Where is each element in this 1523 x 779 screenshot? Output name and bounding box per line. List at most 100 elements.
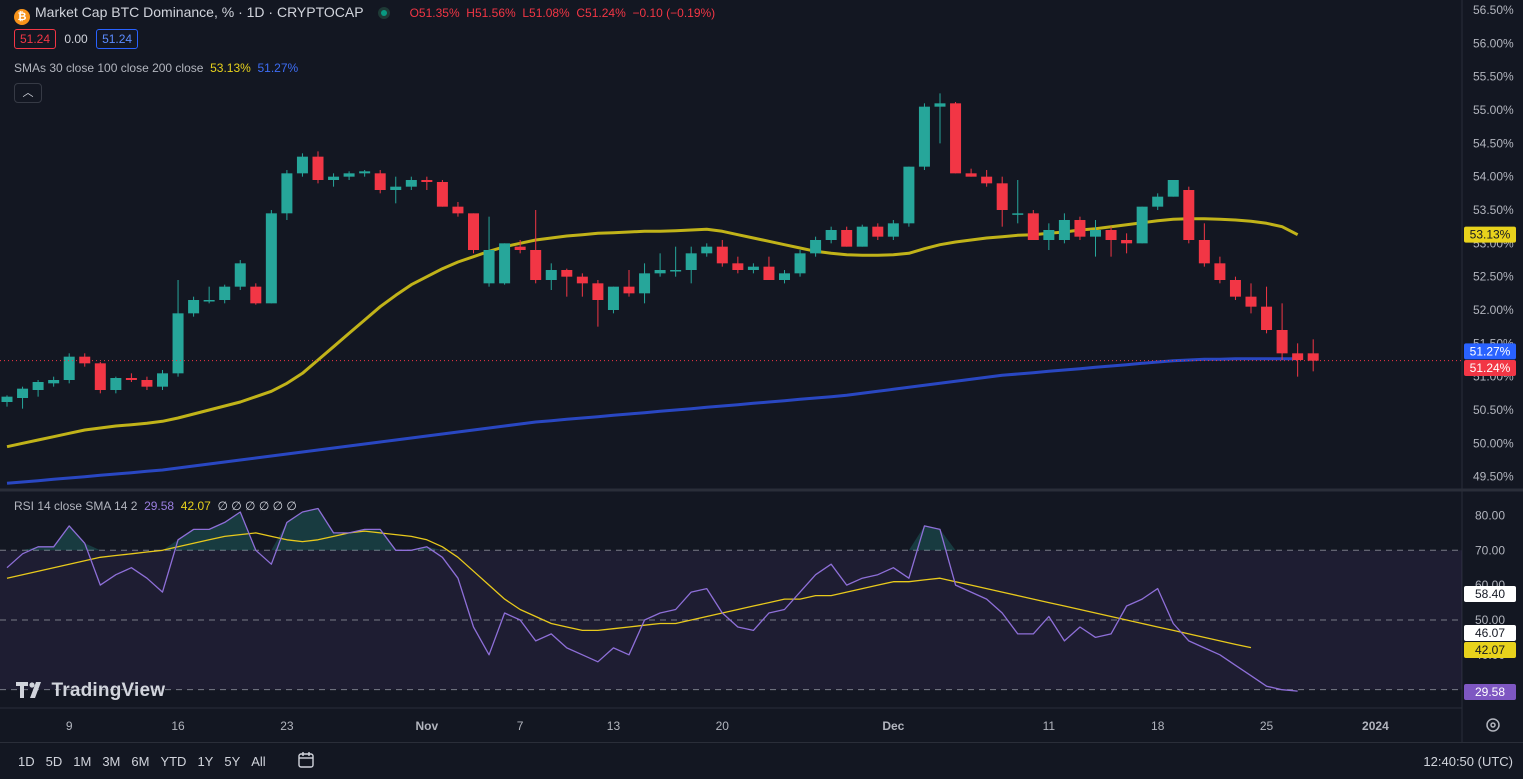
range-button-6m[interactable]: 6M [131,754,150,769]
candle [918,103,930,170]
candle-body [654,270,666,274]
candle [1261,286,1273,334]
price-tick-label: 56.00% [1473,36,1514,50]
candle-body [965,173,977,177]
candle [779,270,790,284]
candle [436,180,448,207]
rsi-label-b-bg [1464,625,1516,641]
candle-body [1105,230,1117,240]
settings-gear-icon[interactable] [1485,717,1501,733]
candle [125,373,137,382]
rsi-line [6,507,1298,692]
candle [841,226,853,247]
sma-legend[interactable]: SMAs 30 close 100 close 200 close 53.13%… [14,61,298,75]
calendar-goto-icon[interactable] [296,750,316,770]
candle-body [810,240,822,254]
time-tick-label: Dec [882,719,904,733]
rsi-value: 29.58 [144,499,175,513]
rsi-value-tag-text: 29.58 [1475,685,1505,699]
candle-body [436,182,448,207]
range-button-ytd[interactable]: YTD [160,754,187,769]
candle [996,176,1008,227]
range-button-5d[interactable]: 5D [45,754,63,769]
candle-body [592,283,604,300]
candle-body [1012,213,1024,215]
rsi-sma-tag-bg [1464,642,1516,658]
sell-button[interactable]: 51.24 [14,29,57,49]
price-tick-label: 54.00% [1473,170,1514,184]
candle [1307,339,1319,372]
price-tick-label: 49.50% [1473,470,1514,484]
range-button-all[interactable]: All [251,754,266,769]
rsi-label-a: 58.40 [1464,586,1516,602]
candle [1090,220,1101,257]
rsi-label: RSI 14 close SMA 14 2 [14,499,138,513]
candle [701,243,713,257]
candle-body [1292,353,1304,360]
rsi-label-b-text: 46.07 [1475,626,1505,640]
bitcoin-icon: ₿ [14,9,30,25]
candle-body [996,183,1008,210]
candle-body [94,363,106,390]
candle [343,171,355,180]
candle-body [328,176,340,180]
chart-canvas[interactable]: 56.50% 56.00% 55.50% 55.00% 54.50% 54.00% 53.5… [0,0,1523,742]
candle-body [312,156,324,180]
candle [763,256,775,280]
range-button-3m[interactable]: 3M [102,754,121,769]
candle [530,210,542,284]
candle-body [1121,240,1133,244]
candle-body [856,226,868,247]
clock-time[interactable]: 12:40:50 (UTC) [1423,754,1513,769]
candle [1214,256,1226,284]
candle [281,170,293,220]
candle [872,223,884,240]
candle [265,210,277,304]
candle [1121,233,1133,254]
candle [405,176,417,190]
candle-body [685,253,697,270]
range-button-1d[interactable]: 1D [18,754,35,769]
candle-body [234,263,246,287]
range-button-1m[interactable]: 1M [73,754,92,769]
candle-body [1229,280,1241,297]
price-tick-label: 55.00% [1473,103,1514,117]
candle-body [1245,296,1257,307]
open-value: O51.35% [409,6,460,20]
rsi-overbought-fill [7,508,1298,551]
range-button-1y[interactable]: 1Y [197,754,214,769]
rsi-legend[interactable]: RSI 14 close SMA 14 2 29.58 42.07 ∅ ∅ ∅ … [14,499,297,513]
candle-body [48,380,60,384]
candle [903,166,915,227]
candle [203,286,215,304]
candle [296,153,308,177]
candle-body [1027,213,1039,240]
candle-body [794,253,806,274]
sma-label: SMAs 30 close 100 close 200 close [14,61,204,75]
candle [32,380,44,397]
candle-body [1167,180,1179,197]
tradingview-logo[interactable]: TradingView [16,680,165,702]
candle-body [607,286,619,310]
sma200-price-tag-text: 51.27% [1470,344,1511,358]
candle [981,170,993,187]
candle-body [1276,330,1288,354]
sma30-price-tag: 53.13% [1464,226,1516,243]
sma200-value: 51.27% [257,61,299,75]
candle-body [203,300,215,302]
candle-body [1074,220,1086,237]
candle-body [903,166,915,224]
candle-body [421,180,433,182]
candle [483,216,495,287]
candle [359,170,371,177]
candle-body [1307,353,1319,361]
buy-button[interactable]: 51.24 [96,29,139,49]
candle [390,176,402,204]
collapse-legend-button[interactable]: ︿ [14,83,42,103]
sma30-value: 53.13% [210,61,251,75]
time-tick-label: Nov [416,719,439,733]
range-button-5y[interactable]: 5Y [224,754,241,769]
candle-body [1183,190,1195,240]
symbol-title[interactable]: Market Cap BTC Dominance, % · 1D · CRYPT… [35,4,364,20]
candle [1292,343,1304,377]
